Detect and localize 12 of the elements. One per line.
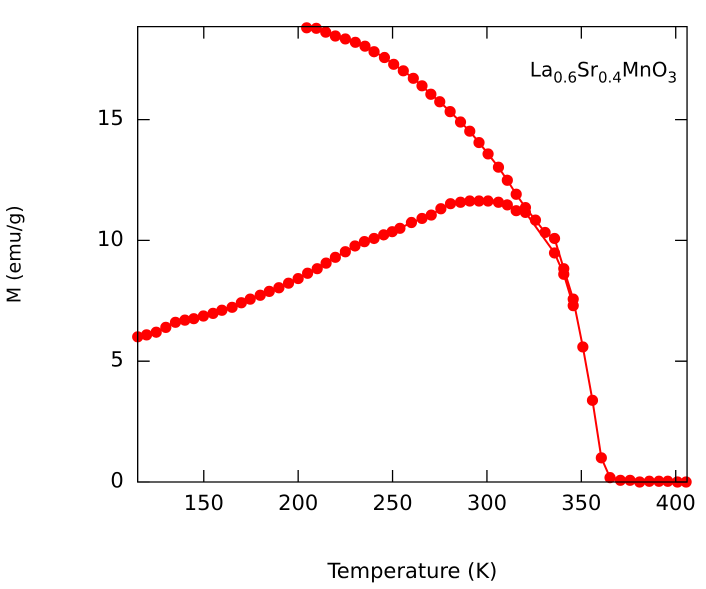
x-tick-label: 150 bbox=[184, 491, 224, 516]
x-tick-label: 400 bbox=[656, 491, 696, 516]
y-tick-label: 5 bbox=[110, 348, 124, 372]
x-tick-label: 300 bbox=[466, 491, 507, 516]
y-tick-label: 10 bbox=[96, 226, 124, 251]
x-tick-label: 200 bbox=[278, 491, 318, 516]
x-tick-label: 350 bbox=[561, 491, 602, 516]
x-tick-label: 250 bbox=[372, 491, 413, 516]
y-axis-title: M (emu/g) bbox=[3, 205, 26, 304]
y-tick-label: 15 bbox=[96, 106, 124, 130]
x-axis-title: Temperature (K) bbox=[326, 558, 498, 583]
y-tick-label: 0 bbox=[110, 468, 124, 492]
